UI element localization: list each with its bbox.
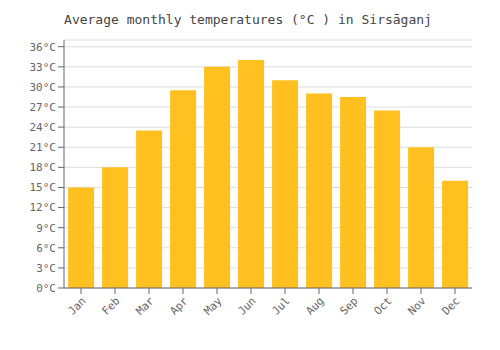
svg-text:21°C: 21°C xyxy=(30,141,57,154)
svg-text:0°C: 0°C xyxy=(36,282,56,295)
svg-text:Nov: Nov xyxy=(405,294,429,318)
html-text:Average monthly temperatures (: Average monthly temperatures (°C ) in Si… xyxy=(64,12,432,27)
svg-text:Feb: Feb xyxy=(99,294,122,317)
svg-text:Jun: Jun xyxy=(235,294,258,317)
svg-text:36°C: 36°C xyxy=(30,41,57,54)
svg-text:Dec: Dec xyxy=(439,294,462,317)
svg-text:33°C: 33°C xyxy=(30,61,57,74)
svg-text:May: May xyxy=(201,294,225,318)
svg-text:18°C: 18°C xyxy=(30,161,57,174)
svg-text:15°C: 15°C xyxy=(30,181,57,194)
svg-text:24°C: 24°C xyxy=(30,121,57,134)
svg-text:30°C: 30°C xyxy=(30,81,57,94)
svg-text:Apr: Apr xyxy=(167,294,191,318)
svg-text:Sep: Sep xyxy=(337,294,360,317)
svg-text:Aug: Aug xyxy=(303,294,326,317)
svg-text:3°C: 3°C xyxy=(36,262,56,275)
svg-text:12°C: 12°C xyxy=(30,201,57,214)
svg-text:Oct: Oct xyxy=(371,294,394,317)
svg-text:27°C: 27°C xyxy=(30,101,57,114)
svg-text:Mar: Mar xyxy=(133,294,157,318)
svg-text:Jan: Jan xyxy=(65,294,88,317)
svg-text:9°C: 9°C xyxy=(36,222,56,235)
svg-text:Jul: Jul xyxy=(269,294,292,317)
svg-text:6°C: 6°C xyxy=(36,242,56,255)
